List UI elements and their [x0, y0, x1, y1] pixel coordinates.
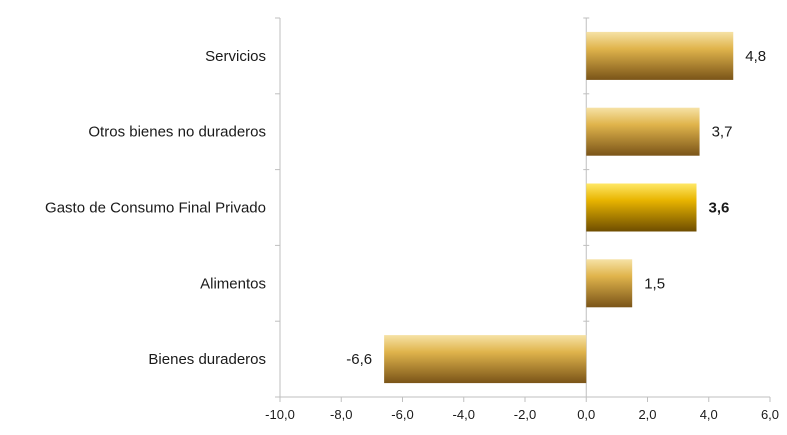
data-label: 4,8 — [745, 48, 766, 65]
x-tick-label: -8,0 — [330, 407, 352, 422]
bar — [384, 335, 587, 384]
bar — [586, 31, 734, 80]
x-tick-label: -4,0 — [453, 407, 475, 422]
bar — [586, 183, 697, 232]
category-label: Servicios — [205, 48, 266, 65]
x-tick-label: -10,0 — [265, 407, 295, 422]
category-label: Gasto de Consumo Final Privado — [45, 200, 266, 217]
data-label: 3,6 — [709, 200, 730, 217]
x-tick-label: 2,0 — [638, 407, 656, 422]
x-tick-label: -6,0 — [391, 407, 413, 422]
data-label: 1,5 — [644, 275, 665, 292]
category-label: Otros bienes no duraderos — [88, 124, 266, 141]
category-label: Alimentos — [200, 275, 266, 292]
bar — [586, 107, 700, 156]
bar — [586, 259, 633, 308]
x-tick-label: 4,0 — [700, 407, 718, 422]
data-label: 3,7 — [712, 124, 733, 141]
plot-area: -10,0 -8,0 -6,0 -4,0 -2,0 0,0 2,0 4,0 6,0 Servici… — [45, 17, 779, 422]
data-label: -6,6 — [346, 351, 372, 368]
x-tick-label: -2,0 — [514, 407, 536, 422]
x-tick-label: 0,0 — [577, 407, 595, 422]
category-label: Bienes duraderos — [148, 351, 266, 368]
x-tick-label: 6,0 — [761, 407, 779, 422]
